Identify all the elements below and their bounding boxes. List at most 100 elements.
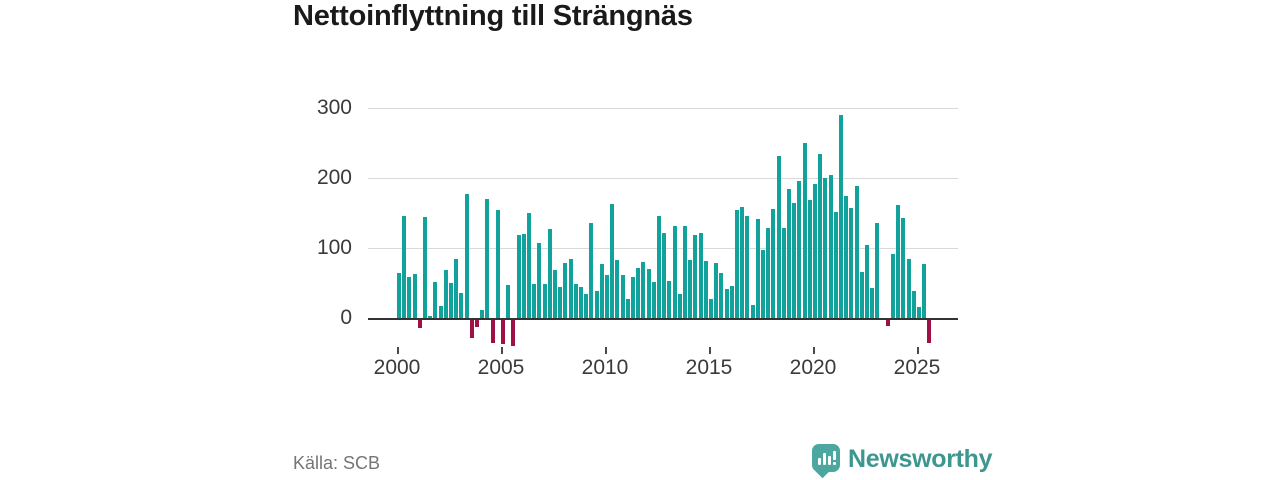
x-axis-tick-label: 2010	[581, 356, 629, 379]
bar	[423, 217, 427, 318]
bar	[688, 259, 693, 318]
bar	[787, 189, 791, 318]
bar	[891, 254, 895, 318]
bar	[599, 264, 604, 318]
bar	[589, 222, 594, 318]
bar	[693, 235, 698, 318]
x-axis-tick	[605, 347, 607, 354]
bar	[703, 261, 708, 318]
x-axis-tick-label: 2015	[685, 356, 733, 379]
bar	[558, 286, 563, 318]
bar	[802, 143, 807, 318]
bar	[464, 194, 469, 318]
bar	[610, 203, 615, 318]
bar	[781, 227, 786, 318]
bar	[818, 153, 823, 318]
bar	[813, 183, 817, 318]
gridline	[368, 108, 958, 109]
bar	[553, 270, 557, 318]
bar	[547, 229, 552, 318]
bar	[563, 263, 568, 318]
bar	[823, 178, 828, 318]
bar	[402, 215, 407, 318]
bar	[506, 285, 511, 318]
bar	[667, 280, 672, 318]
bar	[901, 217, 906, 318]
bar	[709, 299, 713, 318]
x-axis-tick	[397, 347, 399, 354]
bar	[527, 213, 531, 318]
bar	[740, 207, 745, 318]
bar	[573, 284, 578, 318]
bar	[469, 320, 474, 338]
bar	[428, 315, 433, 318]
bar	[854, 186, 859, 318]
bar	[605, 275, 609, 318]
x-axis-tick	[709, 347, 711, 354]
bar	[443, 270, 448, 318]
bar	[651, 281, 656, 318]
bar	[927, 320, 932, 344]
x-axis-tick	[813, 347, 815, 354]
bar	[771, 208, 776, 318]
y-axis-tick-label: 200	[316, 166, 352, 189]
bar	[620, 275, 625, 318]
bar	[631, 277, 635, 318]
bar	[833, 212, 838, 318]
bar	[537, 243, 542, 318]
bar	[438, 306, 443, 318]
bar	[750, 304, 755, 318]
bar	[885, 320, 890, 326]
bar	[407, 277, 412, 318]
x-axis-tick-label: 2020	[789, 356, 837, 379]
bar	[662, 233, 667, 318]
bar	[417, 320, 422, 328]
bar	[896, 204, 901, 318]
bar	[454, 259, 459, 318]
bar	[870, 287, 875, 318]
x-axis-tick-label: 2005	[477, 356, 525, 379]
bar	[636, 267, 641, 318]
x-axis-tick-label: 2025	[893, 356, 941, 379]
bar	[677, 293, 682, 318]
bar	[865, 244, 869, 318]
bar	[729, 285, 734, 318]
gridline	[368, 178, 958, 179]
bar	[875, 222, 880, 318]
bar	[501, 320, 505, 344]
bar	[475, 320, 479, 327]
source-note: Källa: SCB	[293, 453, 381, 473]
x-axis-tick	[917, 347, 919, 354]
bar	[922, 264, 927, 318]
x-axis-zero-line	[368, 318, 958, 320]
bar	[776, 156, 781, 318]
bar	[615, 259, 620, 318]
bar	[672, 225, 677, 318]
bar	[766, 228, 771, 318]
bar	[761, 250, 765, 318]
bar	[917, 306, 921, 318]
bar	[828, 175, 833, 318]
y-axis-tick-label: 100	[316, 236, 352, 259]
bar	[839, 115, 843, 318]
newsworthy-logo-icon	[812, 444, 840, 472]
bar	[459, 292, 464, 318]
bar	[579, 286, 583, 318]
bar	[412, 273, 417, 318]
bar	[719, 273, 724, 318]
bar	[792, 203, 797, 318]
bar	[584, 294, 589, 318]
bar	[485, 199, 490, 318]
bar	[646, 269, 651, 318]
bar-chart-plot-area: 2000 2005 2010 2015 2020 2025	[368, 90, 958, 390]
bar	[714, 263, 719, 318]
bar	[495, 209, 500, 318]
bar	[724, 288, 729, 318]
bar	[490, 320, 495, 344]
bar	[657, 215, 661, 318]
bar	[397, 272, 401, 318]
bar	[735, 209, 739, 318]
y-axis-tick-label: 0	[340, 306, 352, 329]
page-title: Nettoinflyttning till Strängnäs	[293, 0, 693, 32]
bar	[625, 299, 630, 318]
